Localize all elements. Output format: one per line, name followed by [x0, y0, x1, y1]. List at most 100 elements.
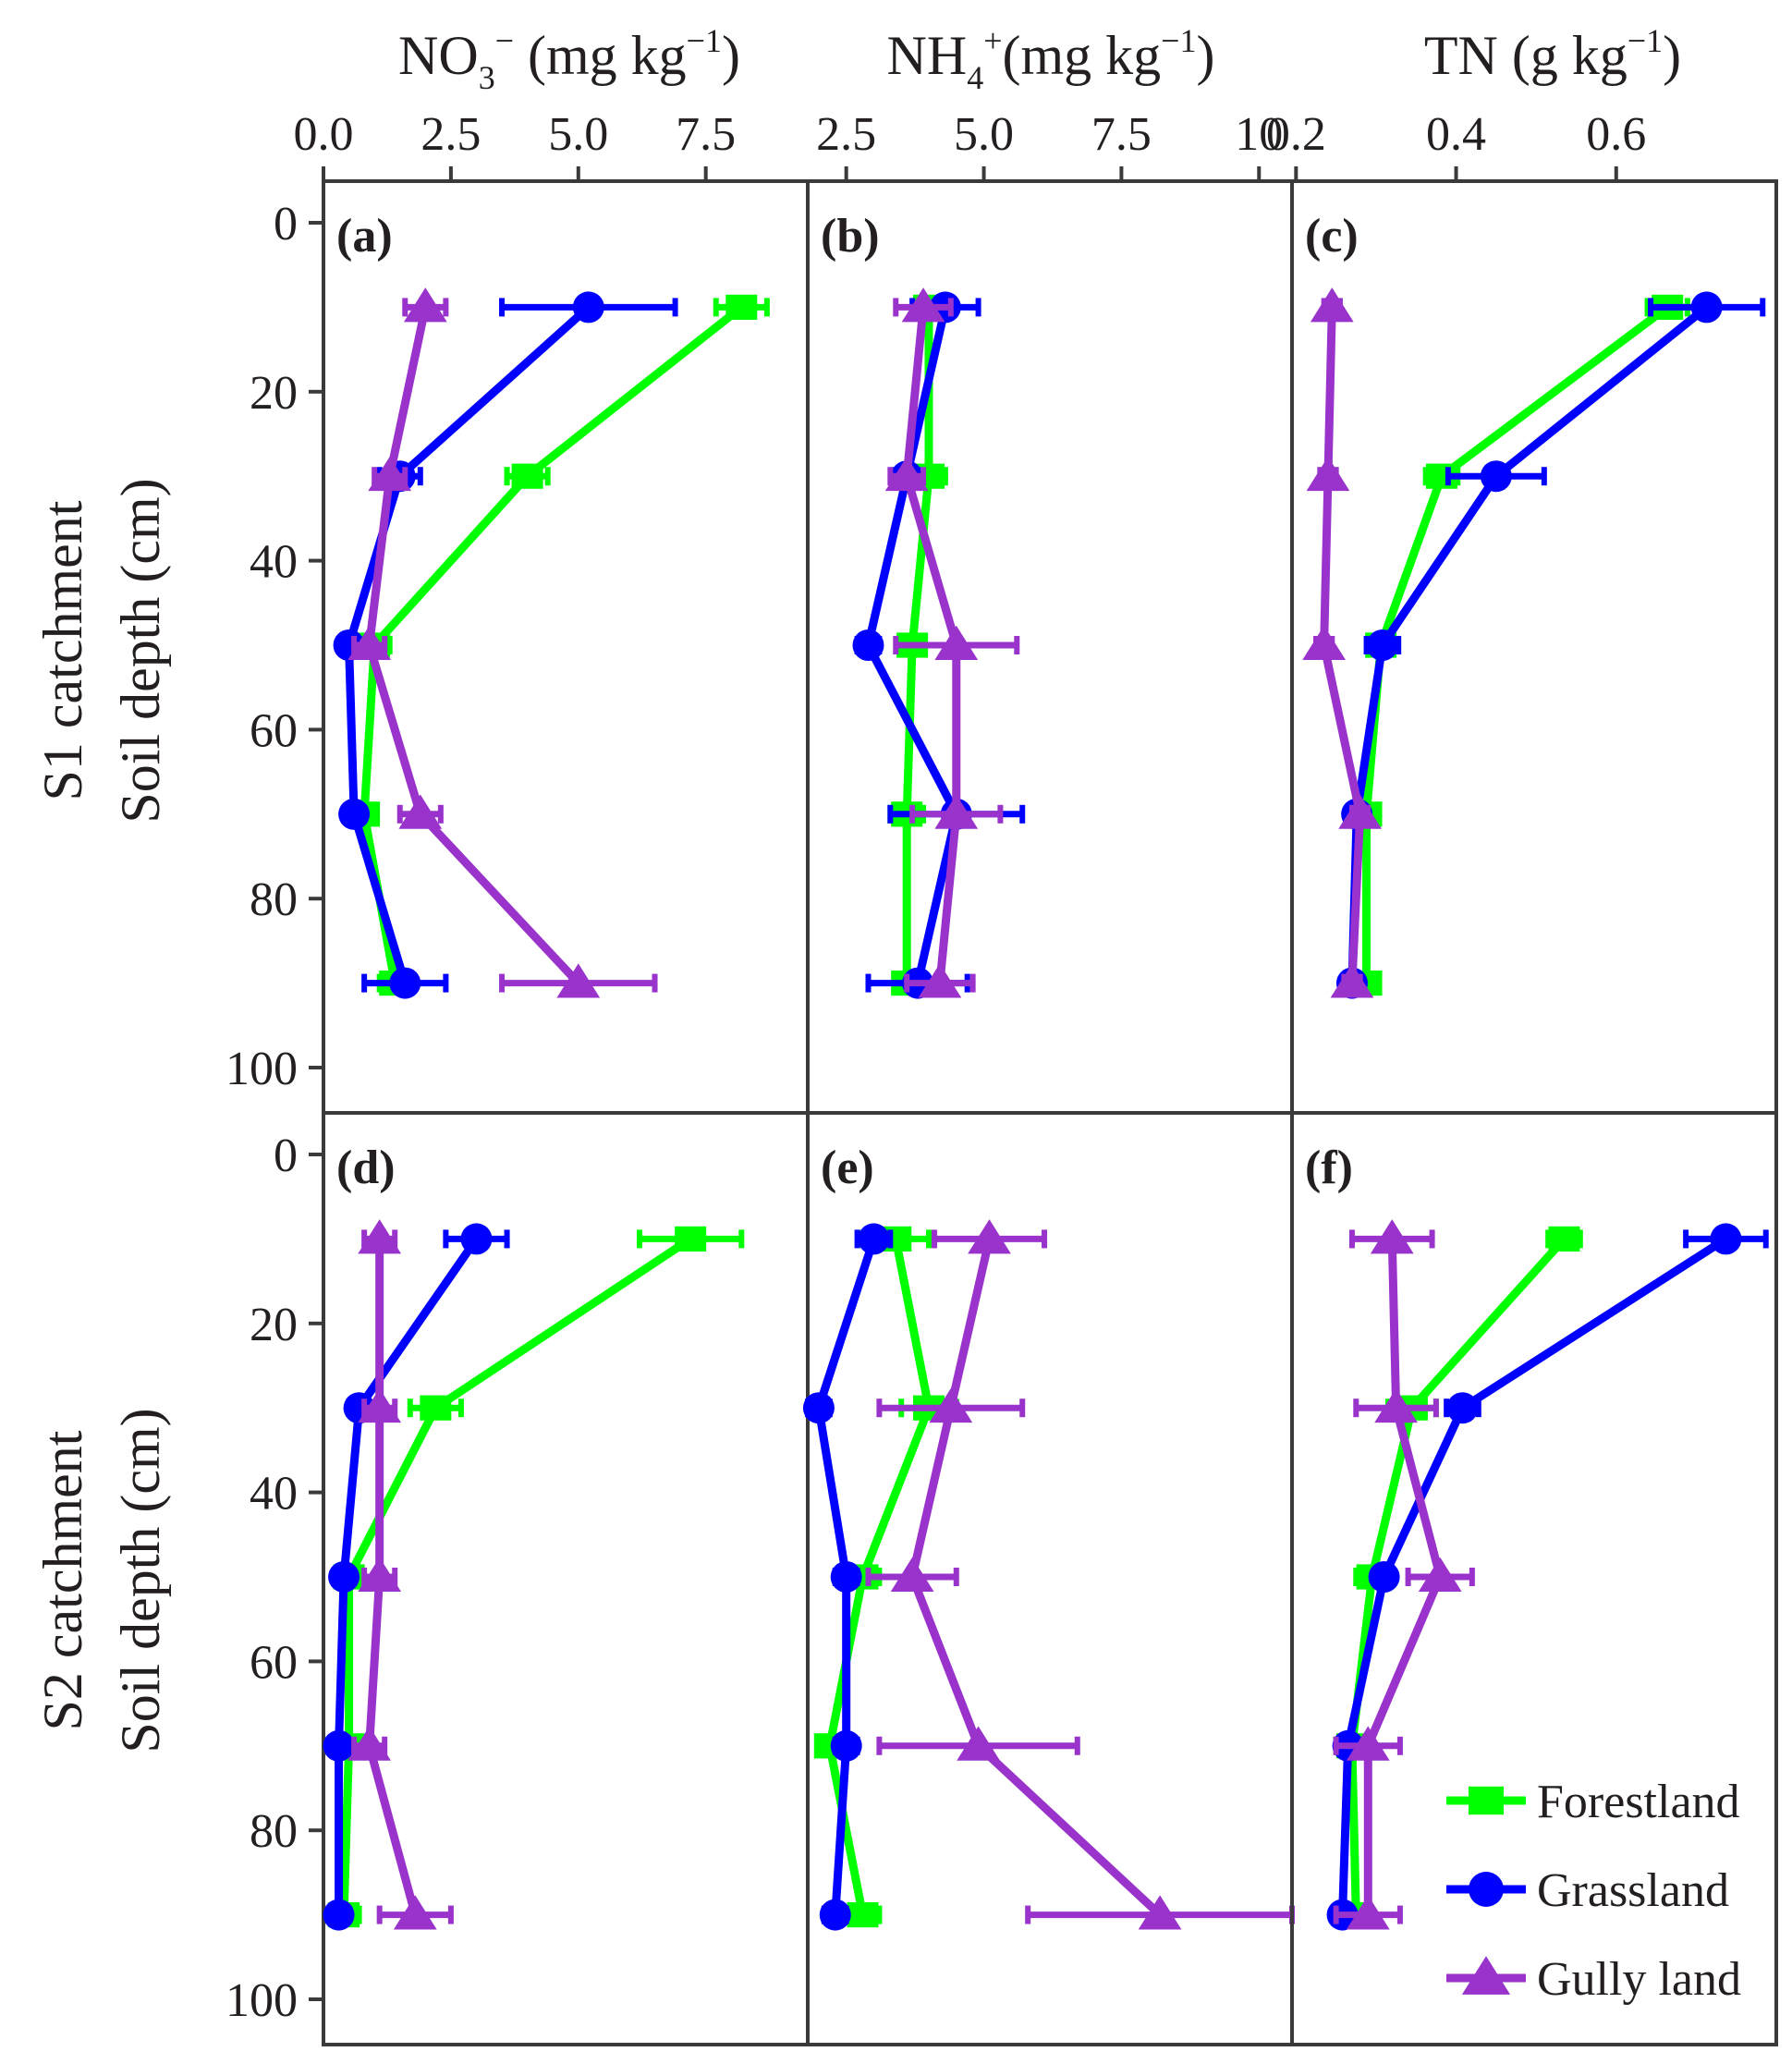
data-point — [347, 1726, 392, 1761]
data-point — [1690, 291, 1723, 324]
data-point — [934, 794, 979, 829]
data-point — [358, 1557, 402, 1592]
data-point — [1446, 1392, 1479, 1424]
data-point — [323, 1729, 355, 1762]
series-gully-land — [865, 1219, 1295, 1930]
series-grassland — [1326, 1223, 1769, 1931]
data-point — [847, 1902, 879, 1928]
data-point — [328, 1561, 360, 1593]
panel-frame — [1290, 1111, 1778, 2046]
y-tick-label: 0 — [274, 1130, 298, 1182]
row-label-s2-line2: Soil depth (cm) — [110, 1408, 171, 1753]
data-point — [511, 463, 543, 489]
column-header-no3: NO3− (mg kg−1) — [398, 22, 740, 96]
data-point — [460, 1223, 493, 1255]
legend-entry-gully-land: Gully land — [1446, 1953, 1741, 2006]
x-tick-label: 2.5 — [421, 108, 481, 161]
data-point — [358, 1387, 402, 1423]
y-tick-label: 40 — [250, 1468, 298, 1521]
panel-d: (d) 0 20 40 60 80 100 — [226, 1111, 810, 2046]
data-point — [929, 1387, 973, 1423]
series-forestland — [348, 294, 770, 996]
data-point — [556, 963, 601, 998]
panel-letter: (a) — [336, 210, 393, 263]
y-tick-label: 100 — [226, 1043, 298, 1095]
panel-e: (e) — [802, 1111, 1295, 2046]
y-tick-label: 20 — [250, 367, 298, 420]
panel-c: (c) 0.2 0.4 0.6 — [1266, 108, 1778, 1115]
series-grassland — [323, 1223, 510, 1931]
x-tick-label: 5.0 — [954, 108, 1014, 161]
panel-letter: (e) — [821, 1142, 874, 1194]
data-point — [572, 291, 604, 324]
x-tick-label: 0.0 — [294, 108, 354, 161]
legend-marker — [1469, 1786, 1504, 1815]
data-point — [918, 963, 962, 998]
data-point — [1338, 794, 1382, 829]
row-label-s2-line1: S2 catchment — [32, 1430, 93, 1730]
x-tick-label: 0.2 — [1266, 108, 1326, 161]
legend-label: Forestland — [1537, 1776, 1740, 1828]
legend-label: Gully land — [1537, 1953, 1741, 2006]
x-tick-label: 2.5 — [816, 108, 876, 161]
series-forestland — [1350, 294, 1690, 996]
series-line — [360, 303, 745, 984]
data-point — [368, 456, 412, 492]
data-point — [890, 1557, 934, 1592]
panel-a: (a) 0 20 40 60 80 100 0.0 2.5 5.0 7.5 — [226, 108, 810, 1115]
panel-letter: (f) — [1305, 1142, 1353, 1194]
data-point — [968, 1219, 1011, 1254]
data-point — [1302, 625, 1347, 660]
data-point — [884, 456, 929, 492]
data-point — [852, 629, 884, 661]
data-point — [802, 1392, 835, 1424]
data-point — [934, 625, 979, 660]
data-point — [403, 287, 447, 323]
data-point — [1480, 460, 1512, 493]
data-point — [819, 1899, 851, 1931]
legend-label: Grassland — [1537, 1864, 1729, 1917]
y-tick-label: 60 — [250, 704, 298, 757]
y-tick-label: 80 — [250, 873, 298, 926]
legend-marker — [1469, 1872, 1504, 1907]
x-tick-label: 7.5 — [1091, 108, 1152, 161]
data-point — [398, 794, 443, 829]
legend: Forestland Grassland Gully land — [1446, 1776, 1741, 2006]
legend-marker — [1461, 1956, 1511, 1995]
data-point — [957, 1726, 1000, 1761]
data-point — [338, 798, 371, 830]
x-tick-label: 10 — [1235, 108, 1283, 161]
data-point — [858, 1223, 890, 1255]
y-tick-label: 0 — [274, 198, 298, 250]
data-point — [1330, 963, 1374, 998]
y-tick-label: 20 — [250, 1299, 298, 1351]
series-gully-land — [1333, 1219, 1475, 1930]
panel-letter: (c) — [1305, 210, 1359, 263]
series-gully-land — [884, 287, 1020, 998]
data-point — [1306, 456, 1350, 492]
panel-letter: (d) — [336, 1142, 396, 1194]
data-point — [1548, 1226, 1580, 1252]
data-point — [1418, 1557, 1462, 1592]
series-line — [1362, 303, 1670, 983]
series-gully-land — [347, 1219, 454, 1930]
panel-letter: (b) — [821, 210, 880, 263]
data-point — [675, 1226, 707, 1252]
data-point — [830, 1729, 862, 1762]
x-tick-label: 5.0 — [548, 108, 608, 161]
data-point — [1366, 629, 1398, 661]
y-tick-label: 60 — [250, 1636, 298, 1689]
panel-b: (b) 2.5 5.0 7.5 10 — [806, 108, 1294, 1115]
data-point — [1368, 1561, 1400, 1593]
y-tick-label: 40 — [250, 536, 298, 589]
y-tick-label: 80 — [250, 1805, 298, 1858]
data-point — [830, 1561, 862, 1593]
data-point — [323, 1899, 355, 1931]
data-point — [1310, 287, 1354, 323]
row-label-s1-line1: S1 catchment — [32, 500, 93, 800]
column-header-nh4: NH4+(mg kg−1) — [887, 22, 1215, 96]
column-header-tn: TN (g kg−1) — [1424, 22, 1681, 86]
series-gully-land — [347, 287, 658, 998]
